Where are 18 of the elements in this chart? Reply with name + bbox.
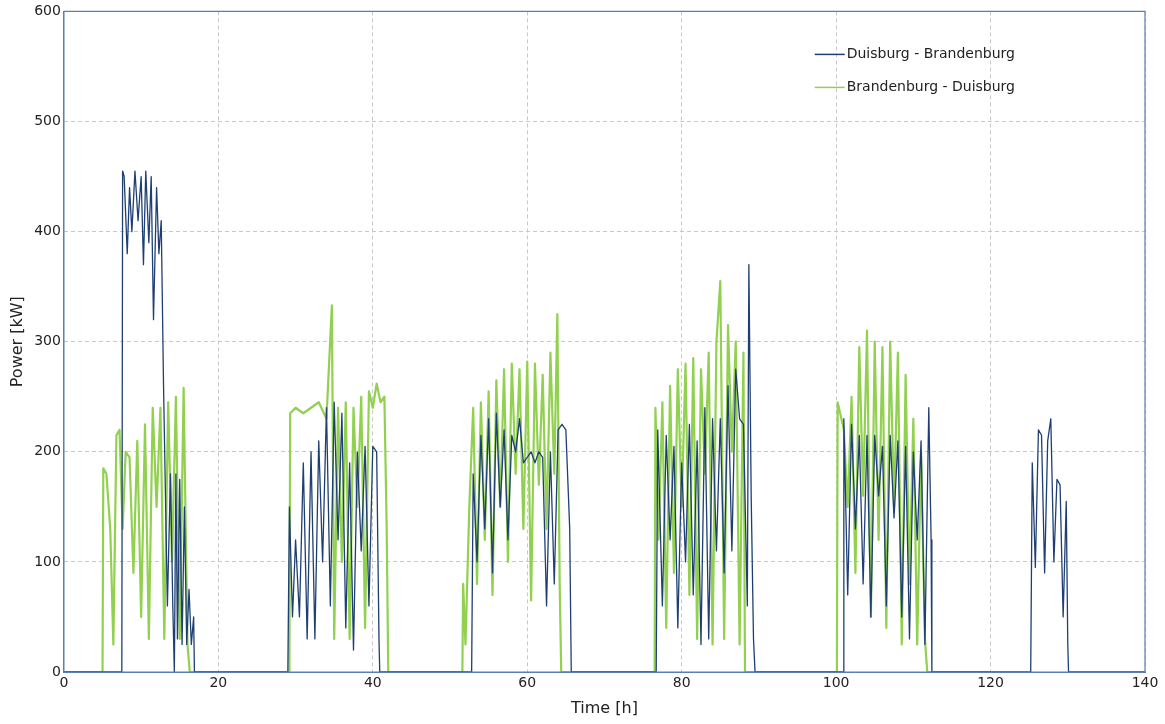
x-tick-label: 60: [518, 674, 537, 691]
legend-label: Brandenburg - Duisburg: [846, 78, 1016, 95]
legend-label: Duisburg - Brandenburg: [846, 45, 1016, 62]
y-tick-label: 400: [34, 222, 61, 239]
x-tick-label: 40: [363, 674, 382, 691]
y-tick-label: 500: [34, 112, 61, 129]
y-tick-label: 100: [34, 552, 61, 569]
y-tick-label: 0: [52, 662, 61, 679]
x-tick-label: 120: [977, 674, 1004, 691]
y-tick-label: 600: [34, 2, 61, 19]
x-axis-title: Time [h]: [570, 697, 638, 717]
x-tick-label: 20: [209, 674, 228, 691]
x-tick-label: 140: [1131, 674, 1159, 691]
y-tick-label: 200: [34, 442, 61, 459]
x-tick-label: 80: [672, 674, 691, 691]
y-tick-label: 300: [34, 332, 61, 349]
y-axis-title: Power [kW]: [6, 296, 26, 388]
x-tick-label: 100: [822, 674, 850, 691]
